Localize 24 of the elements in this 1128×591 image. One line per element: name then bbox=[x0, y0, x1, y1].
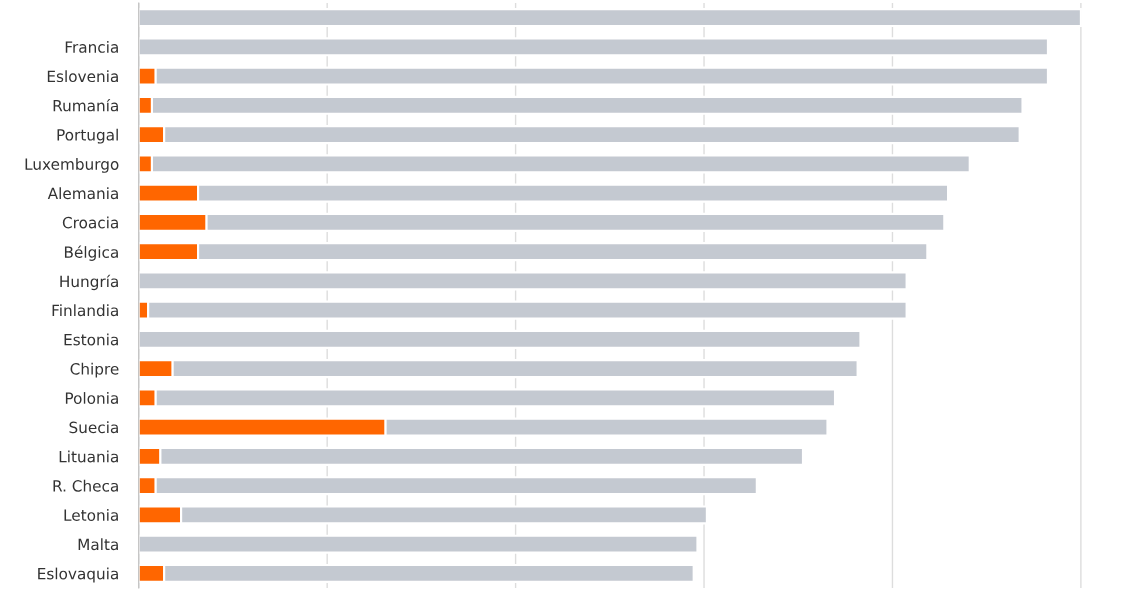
bar bbox=[138, 329, 862, 349]
y-tick-label: Portugal bbox=[57, 128, 118, 144]
bar bbox=[138, 534, 699, 554]
y-tick-label: Bélgica bbox=[64, 245, 118, 261]
y-tick-label: Polonia bbox=[65, 392, 118, 404]
y-tick-label: Chipre bbox=[70, 362, 119, 378]
y-tick-label: Malta bbox=[78, 538, 118, 551]
y-tick-label: Rumanía bbox=[53, 98, 118, 112]
y-tick-label: Suecia bbox=[69, 421, 118, 434]
y-tick-label: Finlandia bbox=[52, 304, 118, 317]
y-tick-label: Eslovaquia bbox=[38, 567, 118, 583]
y-tick-label: Eslovenia bbox=[47, 70, 118, 83]
y-tick-label: R. Checa bbox=[53, 479, 118, 492]
y-tick-label: Letonia bbox=[64, 509, 118, 521]
bar bbox=[138, 37, 1049, 57]
bar bbox=[138, 271, 908, 291]
y-tick-label: Lituania bbox=[59, 450, 118, 463]
y-tick-label: Estonia bbox=[64, 333, 118, 346]
y-tick-label: Alemania bbox=[47, 187, 118, 200]
y-tick-label: Hungría bbox=[60, 274, 118, 291]
bar bbox=[138, 8, 1082, 28]
y-tick-label: Francia bbox=[65, 41, 118, 53]
y-tick-label: Luxemburgo bbox=[25, 158, 119, 173]
y-tick-label: Croacia bbox=[62, 216, 118, 229]
